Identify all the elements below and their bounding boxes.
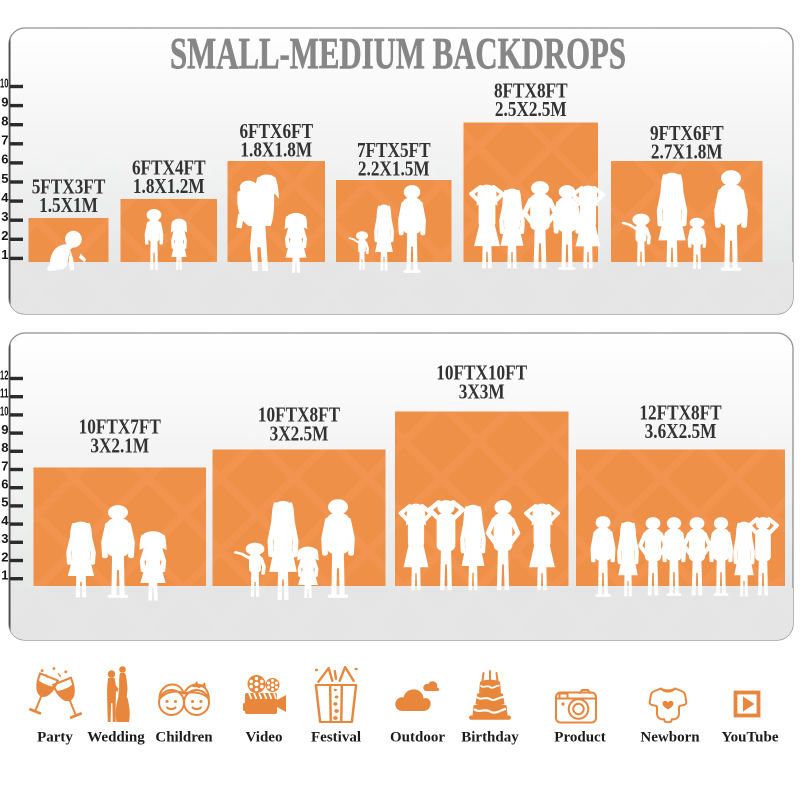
- svg-text:6FTX4FT: 6FTX4FT: [132, 157, 206, 180]
- svg-text:2: 2: [1, 549, 8, 564]
- svg-text:3X2.5M: 3X2.5M: [270, 423, 329, 446]
- svg-text:8: 8: [1, 114, 8, 129]
- svg-text:4: 4: [1, 190, 9, 205]
- svg-text:Wedding: Wedding: [87, 730, 145, 746]
- svg-text:6: 6: [1, 152, 8, 167]
- svg-text:9: 9: [1, 422, 8, 437]
- svg-text:1.8X1.2M: 1.8X1.2M: [133, 176, 205, 199]
- svg-text:Video: Video: [246, 730, 283, 746]
- svg-text:2.7X1.8M: 2.7X1.8M: [651, 141, 723, 164]
- svg-text:YouTube: YouTube: [722, 730, 779, 746]
- svg-text:10FTX10FT: 10FTX10FT: [436, 362, 527, 385]
- svg-text:5: 5: [1, 171, 8, 186]
- svg-text:12: 12: [0, 367, 9, 382]
- svg-text:8: 8: [1, 440, 8, 455]
- svg-text:11: 11: [0, 386, 9, 401]
- svg-text:12FTX8FT: 12FTX8FT: [639, 402, 721, 425]
- svg-text:2.5X2.5M: 2.5X2.5M: [495, 99, 567, 122]
- svg-text:1.5X1M: 1.5X1M: [39, 195, 98, 218]
- svg-text:4: 4: [1, 513, 9, 528]
- svg-text:6FTX6FT: 6FTX6FT: [239, 121, 313, 144]
- svg-text:7FTX5FT: 7FTX5FT: [357, 140, 431, 163]
- svg-text:5: 5: [1, 495, 8, 510]
- svg-text:Outdoor: Outdoor: [390, 730, 445, 746]
- svg-text:3: 3: [1, 531, 8, 546]
- svg-text:Product: Product: [554, 730, 605, 746]
- svg-text:3X3M: 3X3M: [459, 381, 505, 404]
- svg-text:6: 6: [1, 477, 8, 492]
- svg-text:7: 7: [1, 133, 8, 148]
- svg-text:1.8X1.8M: 1.8X1.8M: [240, 139, 312, 162]
- svg-text:10FTX7FT: 10FTX7FT: [79, 416, 161, 439]
- svg-text:Festival: Festival: [311, 730, 361, 746]
- svg-text:9FTX6FT: 9FTX6FT: [650, 123, 724, 146]
- svg-text:2: 2: [1, 228, 8, 243]
- svg-text:8FTX8FT: 8FTX8FT: [494, 80, 568, 103]
- svg-text:7: 7: [1, 458, 8, 473]
- svg-text:3.6X2.5M: 3.6X2.5M: [645, 421, 717, 444]
- svg-text:10FTX8FT: 10FTX8FT: [258, 404, 340, 427]
- svg-text:1: 1: [1, 247, 8, 262]
- svg-text:Newborn: Newborn: [640, 730, 700, 746]
- svg-text:Children: Children: [155, 730, 213, 746]
- svg-text:5FTX3FT: 5FTX3FT: [32, 176, 106, 199]
- svg-text:10: 10: [0, 75, 9, 90]
- svg-text:SMALL-MEDIUM BACKDROPS: SMALL-MEDIUM BACKDROPS: [170, 30, 626, 79]
- svg-text:10: 10: [0, 404, 9, 419]
- svg-text:9: 9: [1, 94, 8, 109]
- svg-text:Birthday: Birthday: [461, 730, 519, 746]
- svg-text:3X2.1M: 3X2.1M: [90, 435, 149, 458]
- svg-text:2.2X1.5M: 2.2X1.5M: [358, 158, 430, 181]
- svg-text:1: 1: [1, 568, 8, 583]
- svg-text:Party: Party: [37, 730, 73, 746]
- svg-text:3: 3: [1, 209, 8, 224]
